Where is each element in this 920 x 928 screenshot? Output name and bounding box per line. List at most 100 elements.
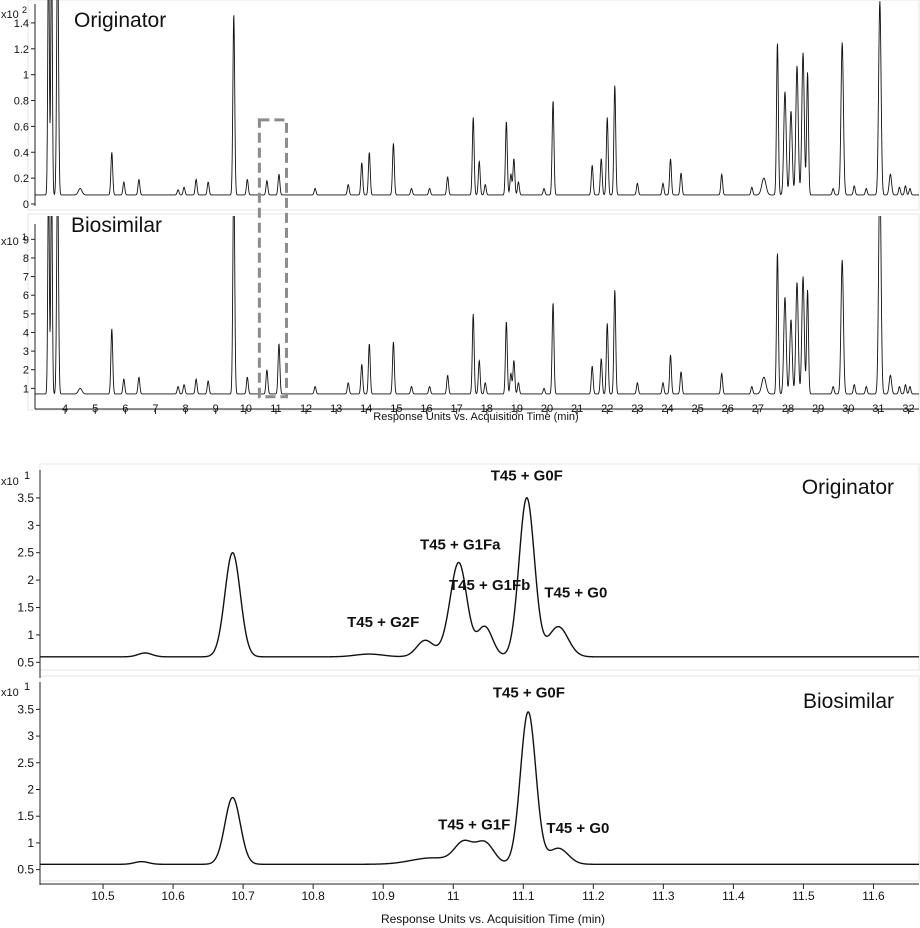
x-tick-label-top: 19: [511, 403, 523, 415]
y-tick-label-zoom-biosimilar: 1: [27, 836, 34, 850]
title-top-biosimilar: Biosimilar: [71, 214, 162, 237]
peak-label-zoom-biosimilar: T45 + G0F: [493, 685, 565, 702]
x-tick-label-top: 8: [183, 403, 189, 415]
x-tick-label-top: 10: [240, 403, 252, 415]
y-tick-label-zoom-originator: 3: [27, 518, 34, 532]
x-tick-label-top: 30: [842, 403, 854, 415]
peak-label-zoom-originator: T45 + G1Fa: [420, 536, 501, 553]
multiplier-exp-zoom-originator: 1: [24, 470, 30, 482]
x-tick-label-top: 4: [62, 403, 68, 415]
x-tick-label-top: 22: [601, 403, 613, 415]
panel-frame-top-biosimilar: [27, 213, 920, 411]
trace-zoom-originator: [40, 496, 919, 658]
x-axis-label-bottom: Response Units vs. Acquisition Time (min…: [381, 912, 605, 926]
y-tick-label-top-biosimilar: 7: [23, 272, 29, 284]
multiplier-zoom-biosimilar: x10: [1, 687, 19, 699]
zoom-region-layer: [257, 118, 288, 399]
y-tick-label-zoom-originator: 0.5: [17, 655, 34, 669]
x-tick-label-bottom: 11.1: [512, 889, 535, 903]
x-tick-label-top: 28: [782, 403, 794, 415]
x-tick-label-top: 18: [481, 403, 493, 415]
y-tick-label-zoom-biosimilar: 2.5: [17, 756, 34, 770]
y-tick-label-top-biosimilar: 2: [23, 365, 29, 377]
y-tick-label-zoom-originator: 2.5: [17, 546, 34, 560]
x-tick-label-bottom: 11.3: [652, 889, 675, 903]
title-top-originator: Originator: [74, 9, 166, 32]
y-tick-label-zoom-biosimilar: 1.5: [17, 809, 34, 823]
y-tick-label-top-biosimilar: 6: [23, 290, 29, 302]
x-tick-label-top: 6: [122, 403, 128, 415]
x-tick-label-top: 20: [541, 403, 553, 415]
x-tick-label-top: 29: [812, 403, 824, 415]
y-tick-label-top-originator: 1: [23, 70, 29, 82]
y-tick-label-top-biosimilar: 8: [23, 253, 29, 265]
y-tick-label-zoom-originator: 1: [27, 628, 34, 642]
panel-frame-top-originator: [27, 0, 920, 211]
y-tick-label-zoom-biosimilar: 2: [27, 783, 34, 797]
peak-labels-layer: T45 + G0F T45 + G1Fa T45 + G1Fb T45 + G2F T4…: [347, 467, 609, 836]
y-tick-label-top-biosimilar: 4: [23, 327, 29, 339]
y-tick-label-top-originator: 0.2: [14, 173, 29, 185]
x-tick-label-top: 24: [661, 403, 673, 415]
x-tick-label-top: 11: [270, 403, 281, 415]
x-tick-label-bottom: 10.5: [91, 889, 115, 903]
y-tick-label-zoom-originator: 1.5: [17, 601, 34, 615]
peak-label-zoom-originator: T45 + G0: [544, 585, 607, 602]
zoom-region-box: [257, 118, 288, 399]
x-tick-label-top: 23: [631, 403, 643, 415]
y-tick-label-top-originator: 1.4: [14, 18, 29, 30]
y-tick-label-zoom-biosimilar: 0.5: [17, 863, 34, 877]
x-axis-label-top: Response Units vs. Acquisition Time (min…: [373, 411, 578, 423]
x-tick-label-bottom: 11.2: [582, 889, 605, 903]
x-tick-label-bottom: 10.7: [231, 889, 255, 903]
panel-frame-zoom-originator: [39, 463, 920, 671]
y-tick-label-top-biosimilar: 9: [23, 234, 29, 246]
y-tick-label-top-biosimilar: 5: [23, 309, 29, 321]
x-tick-label-bottom: 11.4: [722, 889, 745, 903]
x-tick-label-top: 25: [691, 403, 703, 415]
x-tick-label-top: 31: [872, 403, 884, 415]
multiplier-exp-zoom-biosimilar: 1: [24, 681, 30, 693]
x-tick-label-bottom: 11: [447, 889, 460, 903]
multiplier-top-originator: x10: [1, 9, 19, 21]
x-tick-label-top: 26: [722, 403, 734, 415]
x-tick-label-top: 27: [752, 403, 764, 415]
x-tick-label-top: 5: [92, 403, 98, 415]
multiplier-exp-top-originator: 2: [22, 5, 27, 15]
y-tick-label-top-biosimilar: 1: [23, 383, 29, 395]
x-tick-label-top: 17: [451, 403, 463, 415]
x-tick-label-top: 9: [213, 403, 219, 415]
multiplier-zoom-originator: x10: [1, 476, 19, 488]
x-tick-label-bottom: 11.6: [862, 889, 885, 903]
y-tick-label-zoom-biosimilar: 3: [27, 729, 34, 743]
x-tick-label-top: 32: [902, 403, 914, 415]
traces-layer: [35, 0, 919, 865]
y-tick-label-zoom-originator: 2: [27, 573, 34, 587]
x-tick-label-top: 15: [390, 403, 402, 415]
trace-zoom-biosimilar: [40, 711, 919, 865]
trace-top-originator: [35, 0, 919, 196]
x-tick-label-top: 21: [571, 403, 583, 415]
y-tick-label-top-originator: 0.6: [14, 121, 29, 133]
multiplier-exp-top-biosimilar: 1: [22, 232, 27, 242]
y-tick-label-top-originator: 0.8: [14, 96, 29, 108]
panel-frame-zoom-biosimilar: [39, 675, 920, 882]
x-tick-label-top: 12: [300, 403, 312, 415]
axes-layer: 00.20.40.60.811.21.41234567890.511.522.5…: [14, 4, 919, 903]
peak-label-zoom-biosimilar: T45 + G1F: [438, 817, 510, 834]
x-tick-label-bottom: 10.6: [161, 889, 185, 903]
title-zoom-originator: Originator: [802, 476, 894, 499]
x-tick-label-top: 16: [420, 403, 432, 415]
x-tick-label-bottom: 10.9: [372, 889, 396, 903]
multiplier-top-biosimilar: x10: [1, 236, 19, 248]
trace-top-biosimilar: [35, 216, 919, 395]
y-tick-label-top-originator: 0.4: [14, 147, 29, 159]
y-tick-label-zoom-biosimilar: 3.5: [17, 702, 34, 716]
y-tick-label-top-originator: 1.2: [14, 44, 29, 56]
title-zoom-biosimilar: Biosimilar: [803, 690, 894, 713]
peak-label-zoom-originator: T45 + G1Fb: [449, 577, 530, 594]
y-tick-label-zoom-originator: 3.5: [17, 491, 34, 505]
x-tick-label-top: 7: [152, 403, 158, 415]
peak-label-zoom-biosimilar: T45 + G0: [546, 820, 609, 837]
